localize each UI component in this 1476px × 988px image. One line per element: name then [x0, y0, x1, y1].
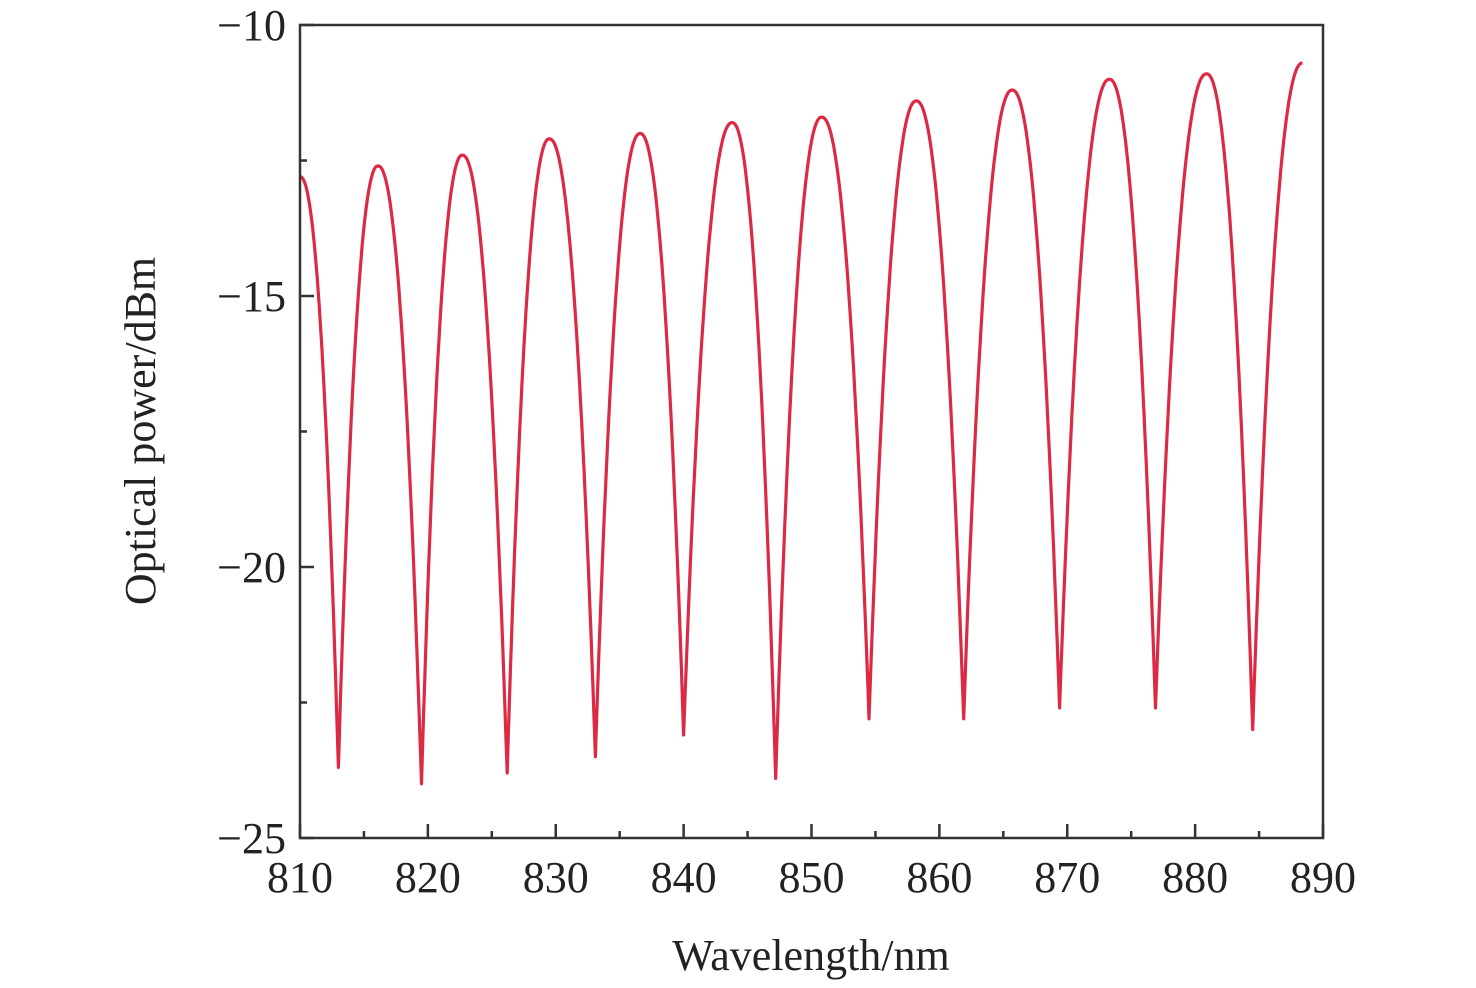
x-axis-title: Wavelength/nm — [672, 931, 950, 980]
x-tick-label: 880 — [1162, 853, 1228, 902]
x-tick-label: 870 — [1034, 853, 1100, 902]
x-tick-label: 890 — [1290, 853, 1356, 902]
y-tick-label: −25 — [217, 814, 286, 863]
axis-ticks — [298, 23, 1325, 840]
x-tick-label: 810 — [267, 853, 333, 902]
y-tick-label: −10 — [217, 1, 286, 50]
x-axis: 810 820 830 840 850 860 870 880 890 — [267, 853, 1356, 902]
series-line — [299, 61, 1303, 786]
x-tick-label: 840 — [651, 853, 717, 902]
x-tick-label: 830 — [523, 853, 589, 902]
y-tick-label: −15 — [217, 272, 286, 321]
x-tick-label: 820 — [395, 853, 461, 902]
y-axis: −25 −20 −15 −10 — [217, 1, 286, 863]
x-tick-label: 850 — [779, 853, 845, 902]
y-tick-label: −20 — [217, 543, 286, 592]
y-axis-title: Optical power/dBm — [116, 257, 165, 605]
x-tick-label: 860 — [906, 853, 972, 902]
plot-series — [299, 61, 1303, 786]
